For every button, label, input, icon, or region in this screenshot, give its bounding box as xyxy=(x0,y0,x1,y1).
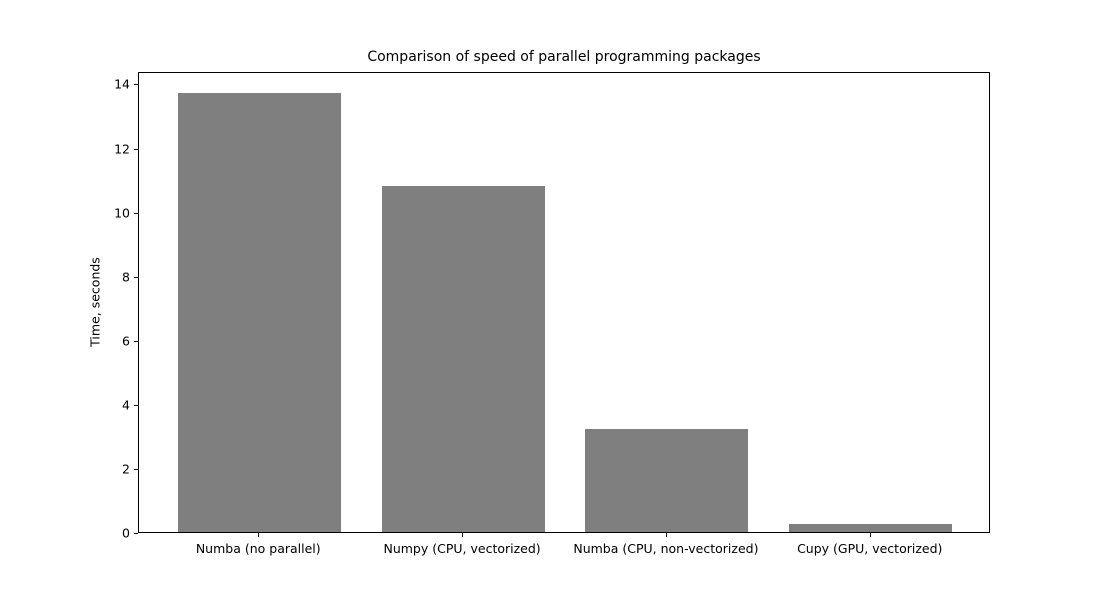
bar-1 xyxy=(381,186,545,532)
y-tick-label-1: 2 xyxy=(122,461,130,477)
bar-0 xyxy=(177,93,341,532)
x-tick-mark-1 xyxy=(462,533,464,537)
y-tick-label-4: 8 xyxy=(122,269,130,285)
x-tick-label-2: Numba (CPU, non-vectorized) xyxy=(573,541,759,556)
plot-area xyxy=(138,72,990,533)
y-tick-label-5: 10 xyxy=(114,205,130,221)
y-tick-label-0: 0 xyxy=(122,525,130,541)
y-tick-mark-5 xyxy=(134,212,138,214)
y-tick-mark-7 xyxy=(134,84,138,86)
chart-title: Comparison of speed of parallel programm… xyxy=(367,49,761,65)
y-tick-mark-4 xyxy=(134,276,138,278)
x-tick-mark-0 xyxy=(258,533,260,537)
x-tick-mark-3 xyxy=(869,533,871,537)
y-tick-label-3: 6 xyxy=(122,333,130,349)
y-tick-mark-3 xyxy=(134,340,138,342)
y-tick-mark-2 xyxy=(134,404,138,406)
y-tick-mark-6 xyxy=(134,148,138,150)
x-tick-label-3: Cupy (GPU, vectorized) xyxy=(797,541,943,556)
x-tick-label-0: Numba (no parallel) xyxy=(195,541,321,556)
y-tick-label-6: 12 xyxy=(114,141,130,157)
y-tick-mark-0 xyxy=(134,533,138,534)
bar-3 xyxy=(789,524,953,532)
y-tick-mark-1 xyxy=(134,468,138,470)
bar-2 xyxy=(585,429,749,532)
x-tick-mark-2 xyxy=(665,533,667,537)
x-tick-label-1: Numpy (CPU, vectorized) xyxy=(383,541,541,556)
y-axis-label: Time, seconds xyxy=(87,257,103,347)
y-tick-label-2: 4 xyxy=(122,397,130,413)
y-tick-label-7: 14 xyxy=(114,76,130,92)
